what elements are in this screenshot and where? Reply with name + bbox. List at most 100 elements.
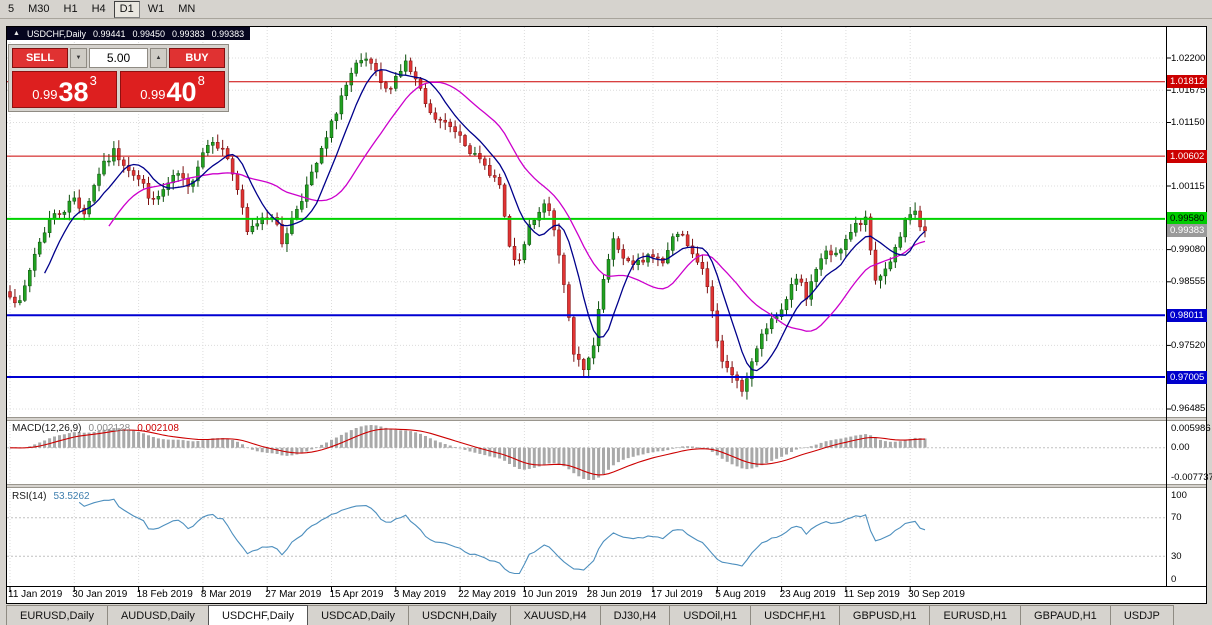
volume-input[interactable]: 5.00 <box>89 48 148 68</box>
price-axis-label: 0.98555 <box>1171 276 1206 288</box>
price-badge-red: 1.00602 <box>1167 149 1207 163</box>
macd-axis-label: 0.00 <box>1171 442 1190 454</box>
ohlc-close: 0.99383 <box>211 28 245 39</box>
price-axis-label: 1.01675 <box>1171 84 1206 96</box>
price-axis-label: 1.00115 <box>1171 180 1205 192</box>
date-axis-label: 11 Jan 2019 <box>8 589 63 600</box>
timeframe-button-d1[interactable]: D1 <box>113 0 140 18</box>
price-axis-label: 1.02200 <box>1171 52 1206 64</box>
volume-decrease-button[interactable]: ▼ <box>70 48 87 68</box>
price-axis-label: 0.99080 <box>1171 244 1206 256</box>
price-badge-green: 0.99580 <box>1167 212 1207 226</box>
chart-tab-gbpaud-h1[interactable]: GBPAUD,H1 <box>1020 605 1111 625</box>
one-click-trading-panel: SELL ▼ 5.00 ▲ BUY 0.99 38 3 0.99 40 8 <box>8 44 229 112</box>
date-axis[interactable]: 11 Jan 2019 30 Jan 2019 18 Feb 2019 8 Mar 2… <box>0 589 1212 603</box>
macd-histogram-value: 0.002128 <box>88 423 131 434</box>
chart-title-bar: ▲ USDCHF,Daily 0.99441 0.99450 0.99383 0… <box>7 27 251 40</box>
price-badge-red: 1.01812 <box>1167 75 1207 89</box>
up-arrow-icon: ▲ <box>13 30 20 37</box>
buy-price-prefix: 0.99 <box>140 87 166 102</box>
date-axis-label: 10 Jun 2019 <box>522 589 578 600</box>
date-axis-label: 28 Jun 2019 <box>586 589 642 600</box>
chart-tab-bar: EURUSD,Daily AUDUSD,Daily USDCHF,Daily USDC… <box>6 604 1212 625</box>
timeframe-button-5[interactable]: 5 <box>8 3 15 15</box>
chart-tab-xauusd-h4[interactable]: XAUUSD,H4 <box>509 605 601 625</box>
volume-increase-button[interactable]: ▲ <box>150 48 167 68</box>
rsi-axis-label: 0 <box>1171 574 1177 585</box>
sell-price-prefix: 0.99 <box>32 87 58 102</box>
ohlc-low: 0.99383 <box>172 28 205 39</box>
price-axis-label: 0.97520 <box>1171 339 1206 351</box>
date-axis-label: 22 May 2019 <box>458 589 516 600</box>
chevron-up-icon: ▲ <box>155 55 162 61</box>
date-axis-label: 30 Sep 2019 <box>908 589 965 600</box>
rsi-indicator-label: RSI(14) 53.5262 <box>12 491 90 502</box>
macd-axis-label: -0.007737 <box>1171 472 1212 483</box>
price-badge-blue: 0.97005 <box>1167 370 1207 384</box>
chart-tab-audusd-daily[interactable]: AUDUSD,Daily <box>106 605 209 625</box>
chart-tab-eurusd-daily[interactable]: EURUSD,Daily <box>6 605 108 625</box>
timeframe-button-m30[interactable]: M30 <box>28 3 50 15</box>
chart-tab-usdjp[interactable]: USDJP <box>1109 605 1174 625</box>
chart-tab-usdcnh-daily[interactable]: USDCNH,Daily <box>408 605 511 625</box>
date-axis-label: 3 May 2019 <box>393 589 447 600</box>
chart-symbol-label: USDCHF,Daily <box>26 28 86 39</box>
ohlc-open: 0.99441 <box>92 28 126 39</box>
sell-button[interactable]: SELL <box>12 48 68 68</box>
level-lines-layer <box>7 81 1165 378</box>
timeframe-button-mn[interactable]: MN <box>178 3 196 15</box>
timeframe-button-h4[interactable]: H4 <box>91 3 106 15</box>
timeframe-button-h1[interactable]: H1 <box>63 3 78 15</box>
chart-tab-eurusd-h1[interactable]: EURUSD,H1 <box>929 605 1022 625</box>
date-axis-label: 30 Jan 2019 <box>72 589 128 600</box>
rsi-name: RSI(14) <box>12 491 47 502</box>
macd-indicator-label: MACD(12,26,9) 0.002128 0.002108 <box>12 423 179 434</box>
timeframe-toolbar: 5 M30 H1 H4 D1 W1 MN <box>0 0 1212 19</box>
macd-name: MACD(12,26,9) <box>12 423 82 434</box>
sell-price-pip-digit: 3 <box>89 73 97 88</box>
date-axis-label: 18 Feb 2019 <box>136 589 193 600</box>
chart-tab-usdoil-h1[interactable]: USDOil,H1 <box>669 605 752 625</box>
price-axis-separator <box>1166 27 1167 586</box>
price-badge-current: 0.99383 <box>1167 224 1207 238</box>
date-axis-label: 23 Aug 2019 <box>779 589 836 600</box>
chart-tab-dj30-h4[interactable]: DJ30,H4 <box>599 605 671 625</box>
macd-panel-divider[interactable] <box>7 417 1206 421</box>
rsi-axis-label: 70 <box>1171 512 1182 524</box>
date-axis-label: 5 Aug 2019 <box>715 589 766 600</box>
price-axis[interactable]: 1.02200 1.01675 1.01150 1.00115 0.99080 0.985… <box>1167 0 1212 604</box>
time-axis-separator <box>7 586 1206 587</box>
chart-tab-usdchf-daily[interactable]: USDCHF,Daily <box>207 605 309 625</box>
buy-price-big-digits: 40 <box>166 77 197 108</box>
sell-price-big-digits: 38 <box>58 77 89 108</box>
chevron-down-icon: ▼ <box>75 55 82 61</box>
rsi-axis-label: 30 <box>1171 550 1182 562</box>
macd-axis-label: 0.005986 <box>1171 423 1211 434</box>
rsi-value: 53.5262 <box>53 491 90 502</box>
macd-signal-value: 0.002108 <box>137 423 179 434</box>
price-axis-label: 0.96485 <box>1171 403 1206 415</box>
buy-button[interactable]: BUY <box>169 48 225 68</box>
buy-price-display[interactable]: 0.99 40 8 <box>120 71 225 108</box>
chart-tab-usdchf-h1[interactable]: USDCHF,H1 <box>750 605 840 625</box>
date-axis-label: 17 Jul 2019 <box>650 589 703 600</box>
rsi-axis-label: 100 <box>1171 490 1187 501</box>
sell-price-display[interactable]: 0.99 38 3 <box>12 71 117 108</box>
axis-ticks-layer <box>9 57 1171 592</box>
timeframe-button-w1[interactable]: W1 <box>147 3 165 15</box>
date-axis-label: 15 Apr 2019 <box>329 589 384 600</box>
chart-tab-gbpusd-h1[interactable]: GBPUSD,H1 <box>838 605 931 625</box>
candles-layer <box>8 52 927 400</box>
price-axis-label: 1.01150 <box>1171 116 1205 128</box>
date-axis-label: 11 Sep 2019 <box>843 589 900 600</box>
price-badge-blue: 0.98011 <box>1167 308 1207 322</box>
chart-tab-usdcad-daily[interactable]: USDCAD,Daily <box>307 605 410 625</box>
buy-price-pip-digit: 8 <box>197 73 205 88</box>
date-axis-label: 8 Mar 2019 <box>200 589 252 600</box>
date-axis-label: 27 Mar 2019 <box>265 589 322 600</box>
macd-histogram-layer <box>8 425 927 480</box>
ohlc-high: 0.99450 <box>132 28 166 39</box>
rsi-panel-divider[interactable] <box>7 484 1206 488</box>
